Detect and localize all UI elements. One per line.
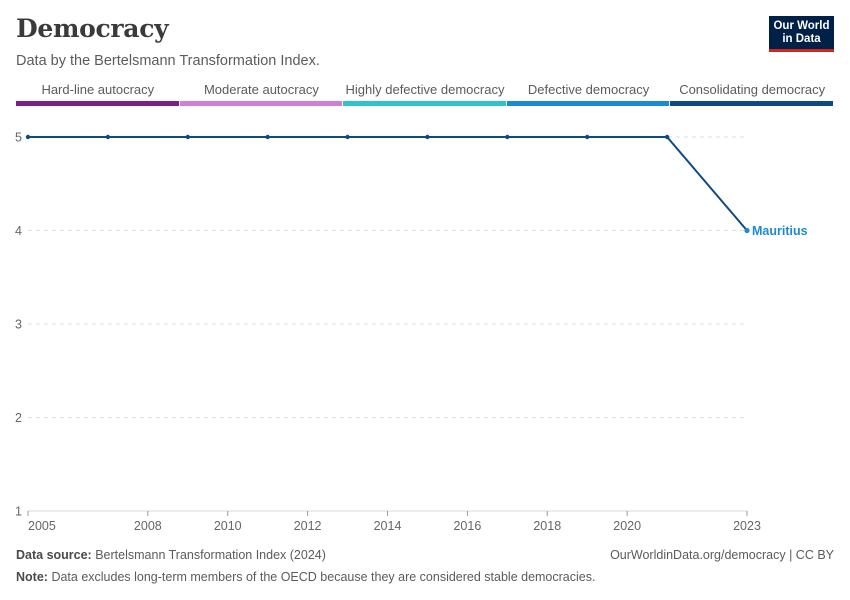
y-tick-label: 1 <box>15 505 22 519</box>
data-source-label: Data source: <box>16 548 92 562</box>
credit-link[interactable]: OurWorldinData.org/democracy | CC BY <box>610 548 834 562</box>
x-tick-label: 2023 <box>733 519 761 533</box>
data-point <box>744 227 750 234</box>
x-tick-label: 2014 <box>374 519 402 533</box>
data-source-text[interactable]: Bertelsmann Transformation Index (2024) <box>95 548 326 562</box>
legend-item-moderate-autocracy[interactable]: Moderate autocracy <box>179 81 344 106</box>
category-legend: Hard-line autocracy Moderate autocracy H… <box>16 81 834 106</box>
legend-item-defective-democracy[interactable]: Defective democracy <box>506 81 671 106</box>
y-tick-label: 5 <box>15 131 22 145</box>
data-point <box>25 134 31 140</box>
x-tick-label: 2010 <box>214 519 242 533</box>
chart-note: Note: Data excludes long-term members of… <box>16 570 595 584</box>
note-label: Note: <box>16 570 48 584</box>
data-point <box>185 134 190 140</box>
x-tick-label: 2018 <box>533 519 561 533</box>
note-text: Data excludes long-term members of the O… <box>51 570 596 584</box>
series-label: Mauritius <box>752 224 808 238</box>
data-point <box>105 134 111 140</box>
x-tick-label: 2008 <box>134 519 162 533</box>
legend-color-bar <box>670 101 833 106</box>
legend-item-consolidating-democracy[interactable]: Consolidating democracy <box>670 81 834 106</box>
legend-color-bar <box>179 101 343 106</box>
legend-label: Defective democracy <box>527 82 650 97</box>
x-tick-label: 2016 <box>453 519 481 533</box>
legend-label: Hard-line autocracy <box>41 82 155 97</box>
data-point <box>345 134 350 140</box>
legend-label: Consolidating democracy <box>679 82 826 97</box>
legend-item-hard-line-autocracy[interactable]: Hard-line autocracy <box>16 81 180 106</box>
data-point <box>425 134 430 140</box>
chart-subtitle: Data by the Bertelsmann Transformation I… <box>16 53 320 69</box>
logo-line-2: in Data <box>782 33 821 45</box>
owid-logo[interactable]: Our World in Data <box>769 16 834 52</box>
legend-color-bar <box>506 101 670 106</box>
y-tick-label: 4 <box>15 224 22 238</box>
legend-color-bar <box>343 101 506 106</box>
data-point <box>505 134 510 140</box>
legend-item-highly-defective-democracy[interactable]: Highly defective democracy <box>343 81 507 106</box>
y-tick-label: 3 <box>15 318 22 332</box>
data-point <box>585 134 590 140</box>
logo-line-1: Our World <box>773 20 830 32</box>
series-line <box>28 136 748 232</box>
data-point <box>265 134 270 140</box>
legend-label: Moderate autocracy <box>203 82 319 97</box>
x-tick-label: 2012 <box>294 519 322 533</box>
x-tick-label: 2005 <box>28 519 56 533</box>
data-source: Data source: Bertelsmann Transformation … <box>16 548 326 562</box>
data-point <box>664 134 670 140</box>
legend-color-bar <box>16 101 179 106</box>
y-tick-label: 2 <box>15 411 22 425</box>
x-tick-label: 2020 <box>613 519 641 533</box>
legend-label: Highly defective democracy <box>345 82 505 97</box>
chart-title: Democracy <box>16 14 169 43</box>
